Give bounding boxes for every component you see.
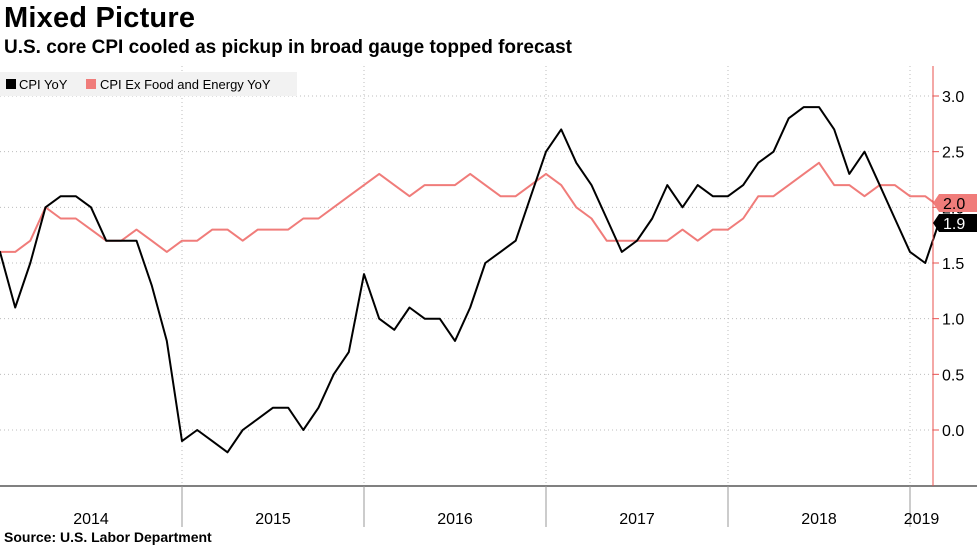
chart-subtitle: U.S. core CPI cooled as pickup in broad … — [4, 37, 572, 58]
badge-core-value: 2.0 — [943, 196, 965, 213]
series-lines — [0, 106, 942, 454]
series-line-core — [0, 161, 941, 253]
x-tick-label: 2017 — [619, 511, 655, 528]
x-tick-label: 2018 — [801, 511, 837, 528]
x-tick-label: 2015 — [255, 511, 291, 528]
chart-title: Mixed Picture — [4, 2, 196, 34]
y-tick-label: 3.0 — [942, 89, 964, 106]
x-tick-label: 2019 — [904, 511, 940, 528]
last-value-badges: 2.0 1.9 — [933, 194, 977, 233]
y-axis: 0.0 0.5 1.0 1.5 2.0 2.5 3.0 — [932, 66, 964, 486]
badge-cpi-shape — [933, 214, 977, 232]
y-tick-label: 0.5 — [942, 367, 964, 384]
y-tick-label: 1.5 — [942, 256, 964, 273]
legend-label-core: CPI Ex Food and Energy YoY — [100, 77, 271, 92]
source-note: Source: U.S. Labor Department — [4, 529, 212, 545]
x-tick-label: 2016 — [437, 511, 473, 528]
y-tick-label: 0.0 — [942, 423, 964, 440]
legend: CPI YoY CPI Ex Food and Energy YoY — [0, 72, 297, 96]
legend-background — [0, 72, 297, 96]
gridlines — [0, 66, 933, 486]
series-line-cpi — [0, 106, 942, 454]
y-tick-label: 1.0 — [942, 312, 964, 329]
badge-core-shape — [933, 194, 977, 212]
legend-label-cpi: CPI YoY — [19, 77, 68, 92]
legend-swatch-cpi — [6, 79, 16, 89]
x-axis: 2014 2015 2016 2017 2018 2019 — [0, 485, 977, 528]
legend-swatch-core — [86, 79, 96, 89]
badge-cpi-value: 1.9 — [943, 216, 965, 233]
x-tick-label: 2014 — [73, 511, 109, 528]
y-tick-label: 2.5 — [942, 145, 964, 162]
